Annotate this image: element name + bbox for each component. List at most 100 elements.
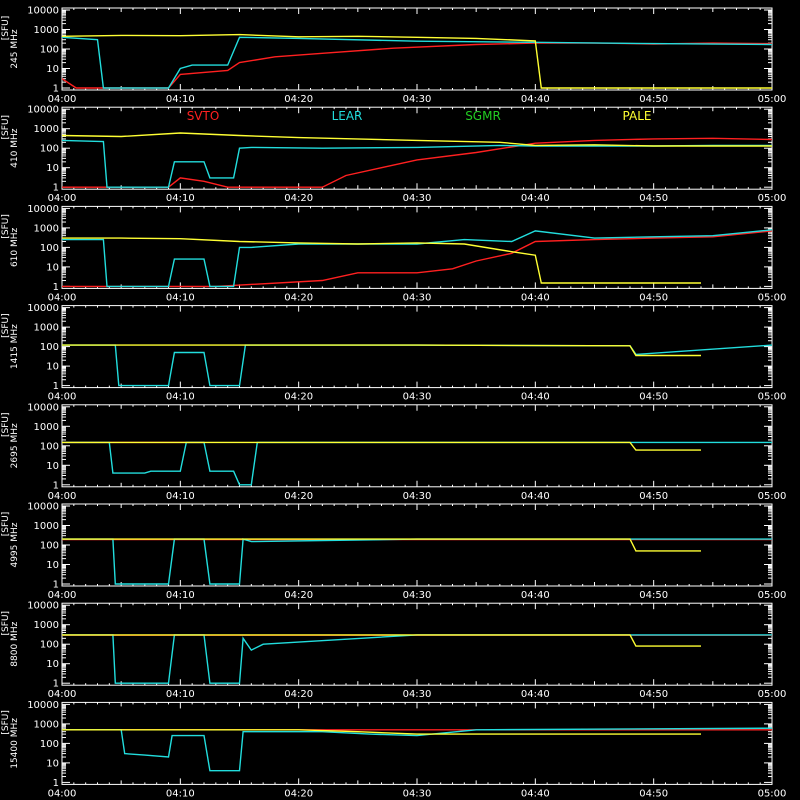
y-tick-label: 10000 <box>27 700 59 711</box>
x-tick-label: 05:00 <box>758 689 787 700</box>
panel-frame <box>61 205 773 289</box>
series-line-pale <box>62 237 701 284</box>
y-tick-label: 100 <box>40 739 59 750</box>
panel-4: 10000 1000 100 10 104:00 04:10 04:20 04:30 04:40… <box>1 303 786 403</box>
x-tick-label: 05:00 <box>758 193 787 204</box>
panel-5: 10000 1000 100 10 104:00 04:10 04:20 04:30 04:40… <box>1 402 786 502</box>
y-tick-label: 10000 <box>27 303 59 314</box>
x-tick-label: 04:10 <box>166 689 195 700</box>
series-line-lear <box>62 538 772 585</box>
x-tick-label: 04:30 <box>403 491 432 502</box>
panel-unit-label: [SFU] <box>1 512 11 537</box>
panel-unit-label: [SFU] <box>1 214 11 239</box>
y-tick-label: 10 <box>46 461 59 472</box>
y-tick-label: 10000 <box>27 105 59 116</box>
panel-frequency-label: 4995 MHz <box>10 522 20 567</box>
x-tick-label: 04:50 <box>639 788 668 799</box>
legend-svto: SVTO <box>187 109 220 123</box>
x-tick-label: 04:30 <box>403 788 432 799</box>
x-tick-label: 04:30 <box>403 193 432 204</box>
x-tick-label: 04:40 <box>521 292 550 303</box>
y-tick-label: 10 <box>46 262 59 273</box>
x-tick-label: 04:50 <box>639 689 668 700</box>
y-tick-label: 10 <box>46 64 59 75</box>
y-tick-label: 1000 <box>34 422 59 433</box>
panel-frame <box>61 7 773 91</box>
y-tick-label: 1000 <box>34 25 59 36</box>
y-tick-label: 1000 <box>34 620 59 631</box>
x-tick-label: 04:30 <box>403 590 432 601</box>
x-tick-label: 04:00 <box>48 193 77 204</box>
y-tick-label: 100 <box>40 640 59 651</box>
x-tick-label: 04:50 <box>639 94 668 105</box>
x-tick-label: 04:50 <box>639 590 668 601</box>
x-tick-label: 04:40 <box>521 590 550 601</box>
x-tick-label: 04:20 <box>284 689 313 700</box>
panel-frame <box>61 106 773 190</box>
y-tick-label: 1 <box>53 679 59 690</box>
y-tick-label: 1000 <box>34 323 59 334</box>
x-tick-label: 04:20 <box>284 788 313 799</box>
x-tick-label: 04:40 <box>521 94 550 105</box>
panel-frame <box>61 602 773 686</box>
series-line-lear <box>62 441 772 486</box>
y-tick-label: 100 <box>40 45 59 56</box>
y-tick-label: 100 <box>40 243 59 254</box>
x-tick-label: 04:40 <box>521 193 550 204</box>
x-tick-label: 04:20 <box>284 292 313 303</box>
legend-lear: LEAR <box>332 109 363 123</box>
panel-frame <box>61 503 773 587</box>
legend-pale: PALE <box>623 109 652 123</box>
x-tick-label: 04:00 <box>48 392 77 403</box>
y-tick-label: 1000 <box>34 124 59 135</box>
x-tick-label: 04:50 <box>639 292 668 303</box>
x-tick-label: 05:00 <box>758 94 787 105</box>
panel-frame <box>61 404 773 488</box>
x-tick-label: 04:00 <box>48 788 77 799</box>
y-tick-label: 1000 <box>34 521 59 532</box>
panel-frequency-label: 15400 MHz <box>10 718 20 769</box>
x-tick-label: 04:20 <box>284 491 313 502</box>
x-tick-label: 04:30 <box>403 292 432 303</box>
y-tick-label: 1 <box>53 84 59 95</box>
series-line-svto <box>62 42 772 89</box>
x-tick-label: 04:00 <box>48 491 77 502</box>
y-tick-label: 1 <box>53 480 59 491</box>
series-line-lear <box>62 36 772 89</box>
panel-frequency-label: 245 MHz <box>10 29 20 69</box>
x-tick-label: 05:00 <box>758 788 787 799</box>
x-tick-label: 04:20 <box>284 590 313 601</box>
panel-unit-label: [SFU] <box>1 611 11 636</box>
series-line-pale <box>62 33 772 89</box>
x-tick-label: 04:50 <box>639 491 668 502</box>
x-tick-label: 05:00 <box>758 590 787 601</box>
series-line-pale <box>62 344 701 357</box>
y-tick-label: 10 <box>46 362 59 373</box>
y-tick-label: 1 <box>53 580 59 591</box>
y-tick-label: 10000 <box>27 502 59 513</box>
x-tick-label: 04:10 <box>166 94 195 105</box>
y-tick-label: 1 <box>53 778 59 789</box>
y-tick-label: 1 <box>53 282 59 293</box>
x-tick-label: 05:00 <box>758 491 787 502</box>
series-line-pale <box>62 538 701 552</box>
x-tick-label: 04:10 <box>166 392 195 403</box>
x-tick-label: 04:40 <box>521 491 550 502</box>
y-tick-label: 100 <box>40 144 59 155</box>
series-line-pale <box>62 132 772 147</box>
series-line-svto <box>62 230 772 288</box>
series-line-pale <box>62 634 701 647</box>
x-tick-label: 04:50 <box>639 392 668 403</box>
panel-unit-label: [SFU] <box>1 710 11 735</box>
x-tick-label: 04:40 <box>521 788 550 799</box>
y-tick-label: 1000 <box>34 223 59 234</box>
panel-frequency-label: 410 MHz <box>10 128 20 168</box>
x-tick-label: 04:40 <box>521 689 550 700</box>
panel-unit-label: [SFU] <box>1 313 11 338</box>
y-tick-label: 10000 <box>27 6 59 17</box>
panel-7: 10000 1000 100 10 104:00 04:10 04:20 04:30 04:40… <box>1 601 786 701</box>
panel-frequency-label: 8800 MHz <box>10 621 20 666</box>
x-tick-label: 04:30 <box>403 689 432 700</box>
x-tick-label: 04:10 <box>166 788 195 799</box>
